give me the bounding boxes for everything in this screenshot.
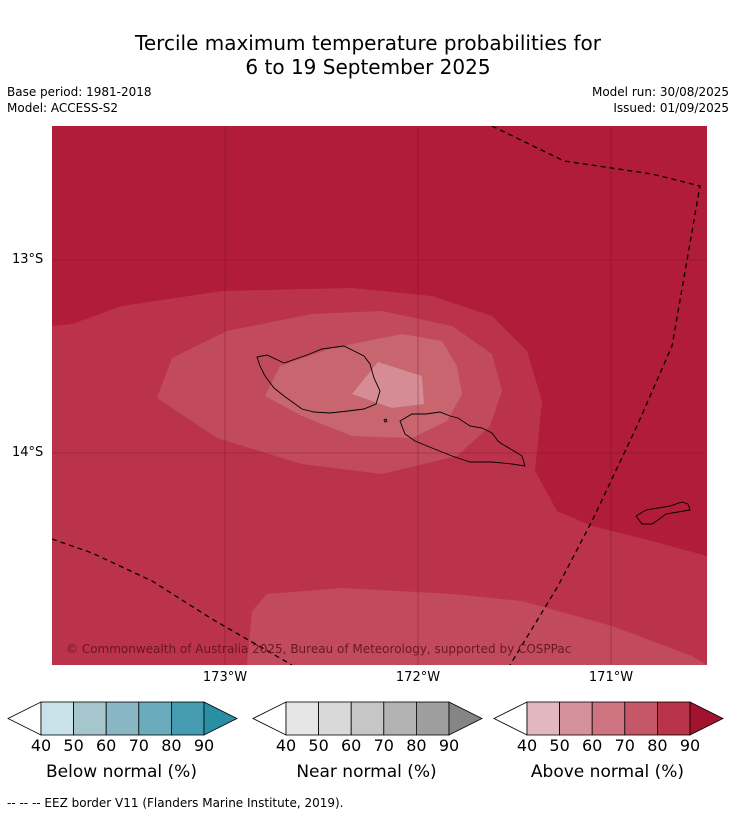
eez-border [52, 126, 701, 665]
below-normal-tick-80: 80 [161, 736, 182, 755]
near-normal-tick-40: 40 [275, 736, 297, 755]
upolu-island [399, 411, 526, 467]
below-normal-colorbar [7, 701, 238, 736]
below-normal-bin-60 [105, 701, 140, 736]
above-normal-title: Above normal (%) [530, 762, 685, 782]
near-normal-tick-70: 70 [373, 736, 394, 755]
above-normal-bin-70 [624, 701, 658, 736]
above-normal-colorbar [493, 701, 724, 736]
above-normal-tick-80: 80 [647, 736, 668, 755]
below-normal-bin-50 [73, 701, 107, 736]
base-period: Base period: 1981-2018 [7, 85, 152, 99]
near-normal-bin-below-40 [252, 701, 287, 736]
below-normal-tick-40: 40 [30, 736, 52, 755]
lat-label-13s: 13°S [12, 252, 44, 267]
below-normal-tick-60: 60 [96, 736, 117, 755]
title-line-2: 6 to 19 September 2025 [245, 55, 491, 79]
lon-label-171w: 171°W [588, 670, 634, 685]
eez-footnote: -- -- -- EEZ border V11 (Flanders Marine… [7, 796, 344, 810]
above-normal-bin-40 [526, 701, 560, 736]
probability-map: © Commonwealth of Australia 2025, Bureau… [52, 126, 707, 665]
near-normal-bin-above-90 [448, 701, 483, 736]
below-normal-tick-70: 70 [128, 736, 149, 755]
below-normal-bin-80 [170, 701, 205, 736]
near-normal-tick-80: 80 [406, 736, 427, 755]
lon-label-172w: 172°W [395, 670, 441, 685]
issued-date: Issued: 01/09/2025 [613, 101, 729, 115]
below-normal-title: Below normal (%) [46, 762, 197, 782]
near-normal-tick-60: 60 [341, 736, 362, 755]
contour-50 [352, 362, 424, 408]
meta-right: Model run: 30/08/2025 Issued: 01/09/2025 [592, 84, 729, 116]
below-normal-tick-90: 90 [193, 736, 215, 755]
meta-left: Base period: 1981-2018 Model: ACCESS-S2 [7, 84, 152, 116]
near-normal-bin-40 [285, 701, 319, 736]
lon-label-173w: 173°W [202, 670, 248, 685]
lat-label-14s: 14°S [12, 445, 44, 460]
copyright-notice: © Commonwealth of Australia 2025, Bureau… [66, 642, 571, 656]
above-normal-tick-90: 90 [679, 736, 701, 755]
graticule [52, 126, 707, 665]
near-normal-colorbar [252, 701, 483, 736]
above-normal-tick-60: 60 [582, 736, 603, 755]
above-normal-bin-below-40 [493, 701, 528, 736]
below-normal-bin-above-90 [203, 701, 238, 736]
map-title: Tercile maximum temperature probabilitie… [0, 31, 736, 79]
below-normal-bin-40 [40, 701, 74, 736]
above-normal-bin-above-90 [689, 701, 724, 736]
below-normal-bin-below-40 [7, 701, 42, 736]
coastlines [256, 345, 691, 525]
near-normal-title: Near normal (%) [296, 762, 437, 782]
savaii-island [256, 345, 381, 414]
near-normal-tick-50: 50 [308, 736, 329, 755]
above-normal-tick-40: 40 [516, 736, 538, 755]
model-run: Model run: 30/08/2025 [591, 85, 729, 99]
near-normal-bin-60 [350, 701, 385, 736]
near-normal-tick-90: 90 [438, 736, 460, 755]
model-name: Model: ACCESS-S2 [7, 101, 119, 115]
near-normal-bin-70 [383, 701, 417, 736]
above-normal-bin-50 [559, 701, 593, 736]
manono-island [383, 418, 388, 423]
near-normal-bin-50 [318, 701, 352, 736]
above-normal-tick-70: 70 [614, 736, 635, 755]
above-normal-tick-50: 50 [549, 736, 570, 755]
tutuila-island [635, 501, 691, 525]
below-normal-tick-50: 50 [63, 736, 84, 755]
title-line-1: Tercile maximum temperature probabilitie… [135, 31, 601, 55]
above-normal-bin-80 [656, 701, 691, 736]
above-normal-bin-60 [591, 701, 626, 736]
near-normal-bin-80 [415, 701, 450, 736]
below-normal-bin-70 [138, 701, 172, 736]
contour-70-south [247, 588, 707, 665]
